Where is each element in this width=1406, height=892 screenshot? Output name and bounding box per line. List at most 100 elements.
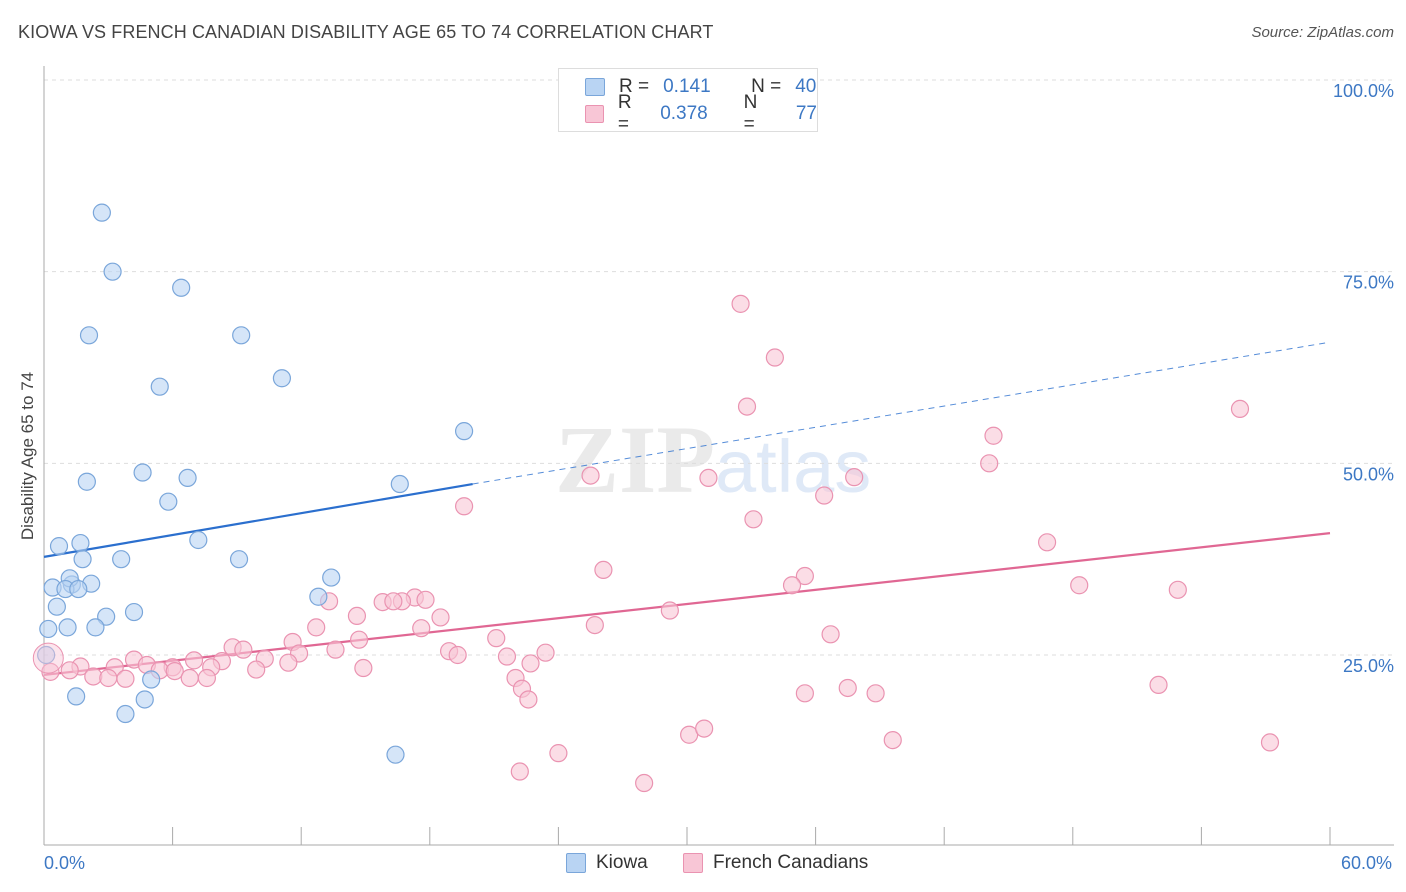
french-canadians-point <box>782 576 802 595</box>
kiowa-point <box>77 472 96 491</box>
kiowa-r-label: R = <box>619 76 650 97</box>
kiowa-trend-line <box>43 482 473 558</box>
french-canadians-point <box>980 454 999 473</box>
kiowa-point <box>159 492 178 511</box>
french-canadians-point <box>431 608 450 627</box>
french-canadians-point <box>197 668 216 688</box>
french-canadians-point <box>326 640 345 659</box>
kiowa-point <box>124 602 144 622</box>
kiowa-point <box>232 326 251 345</box>
french-canadians-point <box>184 651 204 670</box>
kiowa-point <box>390 474 409 494</box>
french-canadians-point <box>307 618 326 637</box>
kiowa-n-label: N = <box>751 76 782 97</box>
french-canadians-point <box>635 773 654 793</box>
kiowa-trend-extension <box>472 341 1331 485</box>
french-canadians-point <box>412 619 431 638</box>
french-canadians-point <box>32 642 64 674</box>
kiowa-point <box>454 422 474 441</box>
fc-r-value: 0.378 <box>660 103 708 124</box>
french-canadians-point <box>448 645 467 665</box>
french-canadians-swatch <box>585 105 604 123</box>
french-canadians-point <box>731 294 750 313</box>
french-canadians-point <box>699 468 718 487</box>
french-canadians-point <box>866 684 885 703</box>
kiowa-point <box>103 262 122 281</box>
french-canadians-point <box>84 667 103 686</box>
watermark-atlas: atlas <box>715 425 871 508</box>
french-canadians-point <box>384 592 403 611</box>
kiowa-point <box>272 369 292 388</box>
kiowa-point <box>150 377 169 396</box>
kiowa-point <box>142 670 161 689</box>
kiowa-point <box>86 618 105 637</box>
french-canadians-point <box>737 397 757 416</box>
fc-r-label: R = <box>617 92 632 135</box>
french-canadians-point <box>984 426 1003 445</box>
trend-lines <box>43 341 1331 677</box>
kiowa-point <box>112 550 131 569</box>
y-tick-label: 75.0% <box>1343 273 1394 293</box>
french-canadians-point <box>349 630 369 649</box>
kiowa-point <box>37 645 56 665</box>
french-canadians-point <box>1260 733 1280 752</box>
gridlines <box>44 79 1394 656</box>
watermark-zip: ZIP <box>555 406 715 513</box>
french-canadians-point <box>497 647 517 666</box>
french-canadians-point <box>795 566 814 586</box>
kiowa-point <box>309 587 328 606</box>
kiowa-point <box>189 530 208 550</box>
french-canadians-point <box>1149 675 1168 695</box>
x-tick-label-min: 0.0% <box>44 853 85 873</box>
french-canadians-point <box>821 625 840 644</box>
y-tick-label: 50.0% <box>1343 464 1394 484</box>
chart-title: KIOWA VS FRENCH CANADIAN DISABILITY AGE … <box>18 22 714 42</box>
french-canadians-point <box>247 660 266 679</box>
kiowa-point <box>178 468 197 487</box>
axes <box>43 66 1394 846</box>
french-canadians-point <box>536 643 555 662</box>
watermark: ZIP atlas <box>555 406 871 513</box>
y-axis-label: Disability Age 65 to 74 <box>18 372 37 540</box>
y-tick-labels: 25.0% 50.0% 75.0% 100.0% <box>1333 81 1394 676</box>
french-canadians-point <box>416 590 435 609</box>
kiowa-point <box>172 278 191 297</box>
french-canadians-point <box>519 690 538 709</box>
kiowa-point <box>67 687 86 706</box>
french-canadians-point <box>594 560 613 580</box>
french-canadians-point <box>795 684 814 703</box>
correlation-legend: R = 0.141 N = 40 R = 0.378 N = 77 <box>558 68 818 135</box>
y-tick-label: 100.0% <box>1333 81 1394 101</box>
data-points <box>32 203 1280 793</box>
french-canadians-point <box>695 719 714 738</box>
x-tick-label-max: 60.0% <box>1341 853 1392 873</box>
kiowa-point <box>116 704 135 724</box>
french-canadians-point <box>279 653 298 672</box>
legend-row-french-canadians: R = 0.378 N = 77 <box>585 92 817 135</box>
french-canadians-point <box>99 668 118 688</box>
kiowa-point <box>229 550 249 569</box>
kiowa-point <box>69 579 88 599</box>
series-legend: Kiowa French Canadians <box>0 852 1406 878</box>
legend-kiowa-label: Kiowa <box>596 852 648 873</box>
french-canadians-point <box>116 669 135 688</box>
kiowa-point <box>58 618 77 637</box>
kiowa-point <box>73 550 92 569</box>
legend-item-kiowa[interactable]: Kiowa <box>566 852 648 874</box>
french-canadians-trend-line <box>43 532 1331 677</box>
french-canadians-point <box>487 629 506 648</box>
french-canadians-point <box>1070 576 1089 595</box>
french-canadians-point <box>549 744 568 763</box>
french-canadians-point <box>581 466 600 485</box>
legend-row-kiowa: R = 0.141 N = 40 <box>585 74 816 100</box>
kiowa-point <box>135 690 154 709</box>
kiowa-point <box>71 533 90 553</box>
french-canadians-point <box>165 661 184 681</box>
french-canadians-point <box>1168 580 1187 599</box>
legend-fc-label: French Canadians <box>713 852 869 873</box>
kiowa-point <box>49 537 69 556</box>
legend-kiowa-swatch <box>566 853 586 873</box>
legend-item-french-canadians[interactable]: French Canadians <box>683 852 868 874</box>
french-canadians-point <box>1037 533 1057 552</box>
